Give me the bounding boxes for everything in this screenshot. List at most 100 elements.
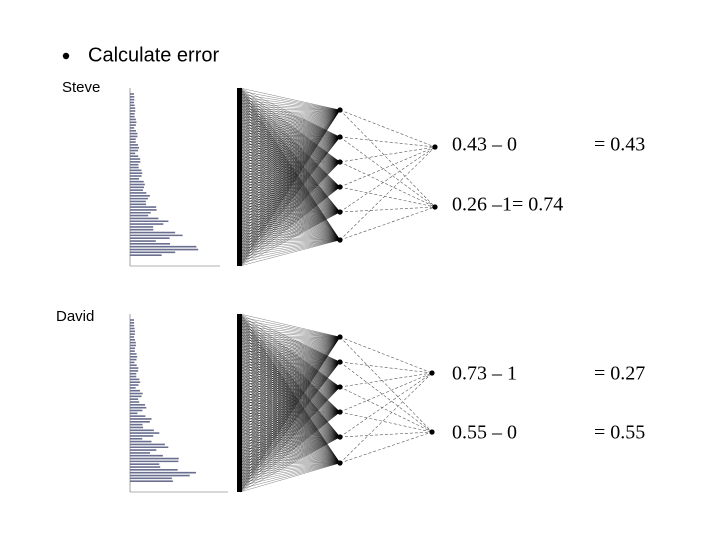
connection <box>239 148 341 188</box>
connection <box>239 386 341 399</box>
connection <box>239 130 341 188</box>
connection <box>239 386 341 396</box>
connection <box>239 186 341 191</box>
connection <box>239 186 341 224</box>
connection <box>239 87 341 111</box>
connection <box>239 145 341 163</box>
connection <box>239 186 341 209</box>
connection <box>239 411 341 484</box>
connection <box>239 148 341 241</box>
connection <box>239 184 341 241</box>
connection <box>239 336 341 423</box>
connection <box>239 386 341 444</box>
connection <box>239 196 341 241</box>
connection <box>239 186 341 239</box>
connection <box>239 238 341 241</box>
connection <box>239 331 341 388</box>
connection <box>239 361 341 426</box>
connection <box>239 316 341 338</box>
connection <box>239 336 341 414</box>
connection <box>239 105 341 111</box>
connection <box>239 344 341 363</box>
connection <box>239 139 341 241</box>
connection <box>239 336 341 375</box>
connection <box>239 109 341 122</box>
connection <box>239 186 341 218</box>
connection <box>239 161 341 197</box>
connection <box>239 361 341 378</box>
connection <box>239 109 341 182</box>
connection <box>339 361 433 433</box>
error-result: = 0.27 <box>594 363 645 385</box>
connection <box>239 331 341 363</box>
connection <box>239 319 341 363</box>
connection <box>239 336 341 387</box>
connection <box>239 109 341 200</box>
connection <box>239 361 341 408</box>
connection <box>239 336 341 462</box>
connection <box>239 386 341 447</box>
connection <box>239 186 341 252</box>
connection <box>239 109 341 155</box>
connection <box>239 157 341 241</box>
connection <box>239 161 341 212</box>
connection <box>239 361 341 450</box>
connection <box>239 90 341 188</box>
connection <box>239 109 341 248</box>
connection <box>339 361 433 374</box>
connection <box>239 316 341 363</box>
connection <box>239 336 341 420</box>
connection <box>239 361 341 441</box>
connection <box>239 130 341 163</box>
connection <box>239 161 341 255</box>
connection <box>239 386 341 453</box>
connection <box>239 239 341 246</box>
connection <box>239 109 341 119</box>
connection <box>339 372 433 388</box>
connection <box>239 99 341 188</box>
connection <box>239 112 341 163</box>
connection <box>239 109 341 128</box>
connection <box>239 161 341 179</box>
connection <box>239 411 341 487</box>
connection <box>239 154 341 188</box>
connection <box>239 336 341 450</box>
connection <box>239 361 341 447</box>
connection <box>239 319 341 388</box>
connection <box>239 336 341 493</box>
connection <box>239 386 341 465</box>
connection <box>339 372 433 438</box>
connection <box>239 361 341 423</box>
connection <box>239 161 341 230</box>
connection <box>239 328 341 338</box>
connection <box>239 160 341 163</box>
connection <box>239 109 341 245</box>
connection <box>339 146 436 188</box>
connection <box>239 350 341 388</box>
connection <box>239 161 341 248</box>
connection <box>239 223 341 241</box>
bullet-text: Calculate error <box>88 44 220 66</box>
connection <box>339 206 436 241</box>
connection <box>239 336 341 345</box>
connection <box>239 411 341 493</box>
connection <box>239 187 341 241</box>
connection <box>239 142 341 163</box>
connection <box>339 109 436 208</box>
connection <box>239 336 341 477</box>
connection <box>239 335 341 388</box>
connection <box>239 161 341 215</box>
connection <box>239 161 341 191</box>
connection <box>239 109 341 239</box>
connection <box>239 328 341 388</box>
connection <box>239 109 341 116</box>
error-result: = 0.43 <box>594 134 645 156</box>
connection <box>239 96 341 111</box>
connection <box>339 336 433 374</box>
connection <box>239 211 341 261</box>
connection <box>239 109 341 242</box>
connection <box>239 109 341 149</box>
connection <box>239 139 341 188</box>
connection <box>239 102 341 111</box>
